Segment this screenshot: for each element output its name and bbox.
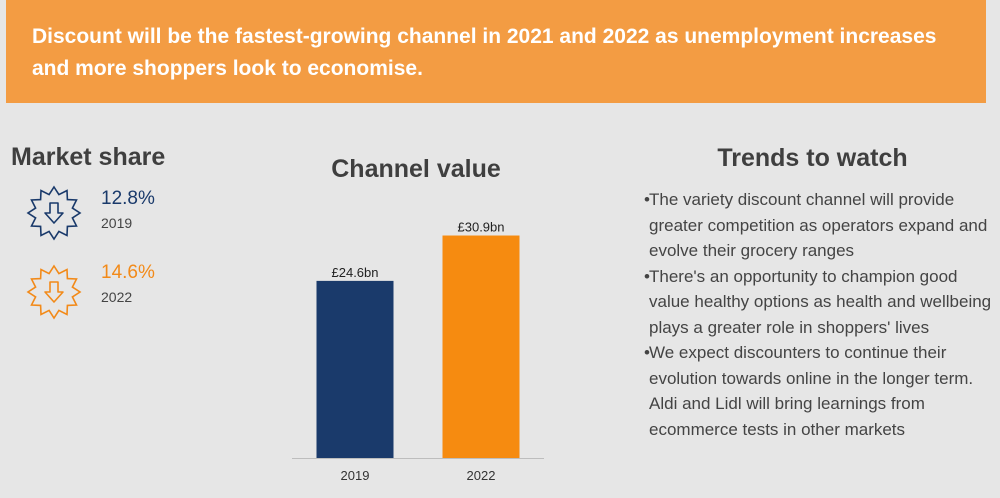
trend-text: The variety discount channel will provid… <box>649 190 988 260</box>
channel-value-bar-chart: £24.6bn 2019 £30.9bn 2022 <box>292 220 544 483</box>
data-label-2019: £24.6bn <box>332 265 379 280</box>
trend-item: • We expect discounters to continue their… <box>644 340 994 442</box>
down-arrow-starburst-icon <box>26 264 82 320</box>
market-share-title: Market share <box>11 143 166 171</box>
data-label-2022: £30.9bn <box>458 220 505 235</box>
market-share-year-2019: 2019 <box>101 215 133 231</box>
trend-text: There's an opportunity to champion good … <box>649 266 992 337</box>
x-tick-label-2022: 2022 <box>467 468 496 483</box>
headline-text: Discount will be the fastest-growing cha… <box>32 25 937 80</box>
trend-item: • There's an opportunity to champion good… <box>644 264 994 341</box>
market-share-year-2022: 2022 <box>101 289 133 305</box>
bar-2022 <box>442 235 520 458</box>
market-share-value-2022: 14.6% <box>101 262 155 283</box>
trend-item: • The variety discount channel will provi… <box>644 187 994 264</box>
chart-title: Channel value <box>331 155 501 183</box>
trends-list: • The variety discount channel will provi… <box>644 187 994 442</box>
trends-title: Trends to watch <box>717 144 908 172</box>
trend-text: We expect discounters to continue their … <box>649 343 974 439</box>
bar-2019 <box>316 280 394 458</box>
market-share-value-2019: 12.8% <box>101 188 155 209</box>
headline-banner: Discount will be the fastest-growing cha… <box>6 0 986 103</box>
down-arrow-starburst-icon <box>26 185 82 241</box>
x-tick-label-2019: 2019 <box>341 468 370 483</box>
